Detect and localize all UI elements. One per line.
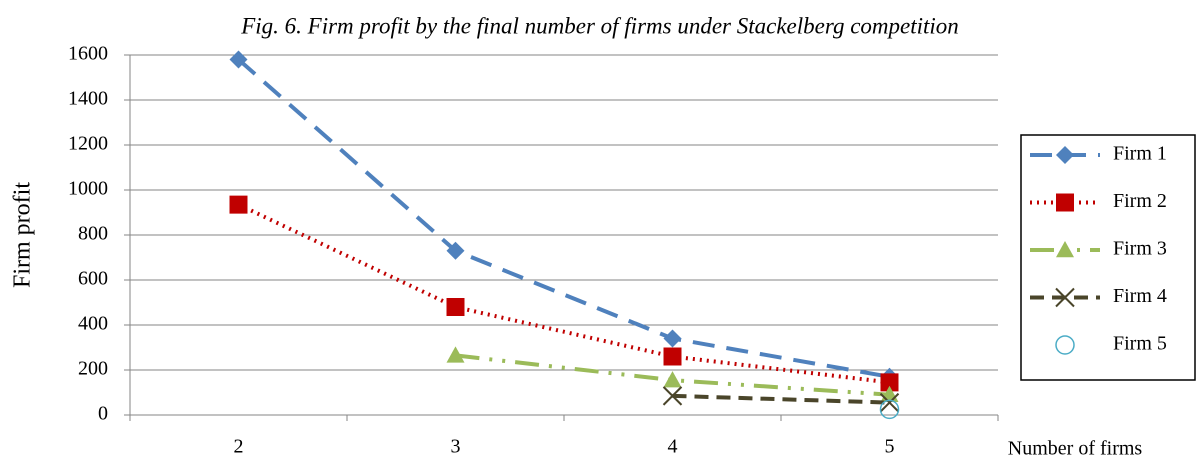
marker bbox=[229, 50, 248, 69]
marker bbox=[1056, 193, 1074, 212]
y-tick-label: 0 bbox=[98, 403, 108, 425]
x-tick-label: 3 bbox=[451, 436, 461, 458]
marker bbox=[1055, 335, 1075, 355]
y-tick-label: 1400 bbox=[68, 88, 108, 110]
marker bbox=[880, 373, 899, 392]
marker bbox=[1056, 146, 1074, 164]
marker bbox=[1055, 287, 1075, 308]
marker bbox=[662, 386, 683, 406]
y-tick-label: 1000 bbox=[68, 178, 108, 200]
y-tick-label: 200 bbox=[78, 358, 108, 380]
marker bbox=[1056, 241, 1074, 258]
series-line bbox=[237, 57, 890, 379]
marker bbox=[446, 346, 465, 363]
series-line bbox=[455, 353, 890, 397]
x-tick-label: 5 bbox=[885, 436, 895, 458]
y-tick-label: 800 bbox=[78, 223, 108, 245]
y-tick-label: 600 bbox=[78, 268, 108, 290]
legend-label: Firm 1 bbox=[1113, 143, 1167, 165]
legend-label: Firm 4 bbox=[1113, 285, 1167, 307]
legend-box bbox=[1020, 134, 1196, 381]
marker bbox=[663, 371, 682, 388]
marker bbox=[663, 347, 682, 366]
marker bbox=[879, 399, 900, 420]
y-tick-label: 400 bbox=[78, 313, 108, 335]
marker bbox=[229, 195, 248, 214]
legend-label: Firm 3 bbox=[1113, 238, 1167, 260]
marker bbox=[663, 329, 682, 348]
x-tick-label: 2 bbox=[234, 436, 244, 458]
marker bbox=[446, 298, 465, 316]
y-axis-label: Firm profit bbox=[10, 182, 36, 288]
y-tick-label: 1600 bbox=[68, 43, 108, 65]
chart-title: Fig. 6. Firm profit by the final number … bbox=[240, 13, 959, 38]
series-line bbox=[672, 393, 890, 405]
x-axis-label: Number of firms bbox=[1008, 438, 1143, 460]
marker bbox=[879, 392, 900, 413]
legend-label: Firm 5 bbox=[1113, 333, 1167, 355]
series-line bbox=[237, 202, 890, 385]
legend-label: Firm 2 bbox=[1113, 190, 1167, 212]
y-tick-label: 1200 bbox=[68, 133, 108, 155]
marker bbox=[446, 241, 465, 260]
x-tick-label: 4 bbox=[668, 436, 678, 458]
